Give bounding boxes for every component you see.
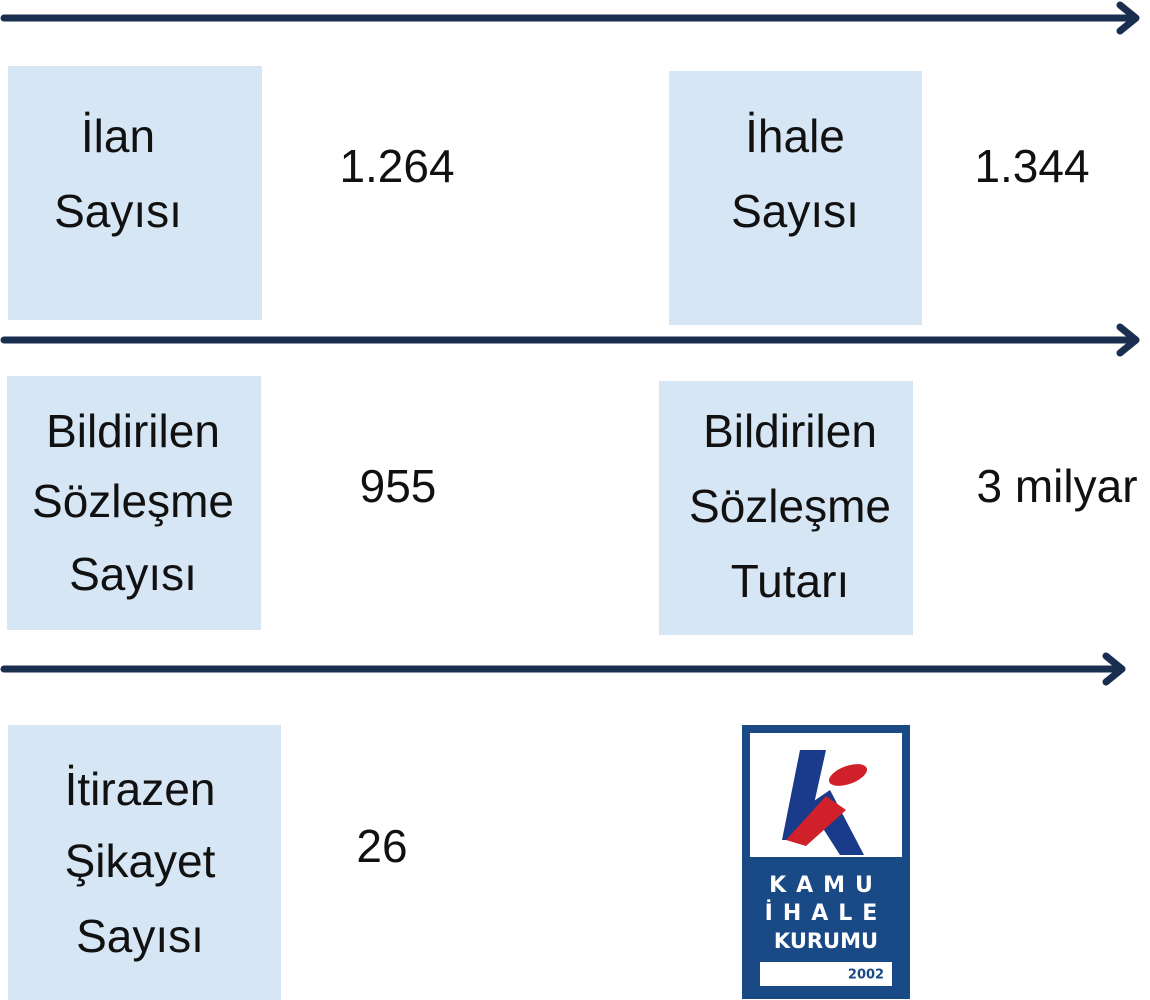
label-line: Bildirilen — [46, 405, 220, 457]
value: 1.264 — [339, 140, 454, 192]
label-line: Sayısı — [76, 910, 204, 962]
logo-line: KAMU — [769, 873, 883, 898]
label-line: İhale — [745, 110, 845, 162]
arrow — [0, 323, 1140, 357]
label-line: İtirazen — [65, 763, 216, 815]
value: 1.344 — [974, 140, 1089, 192]
label-line: Sayısı — [69, 548, 197, 600]
label-line: Sözleşme — [689, 480, 891, 532]
label-line: Tutarı — [731, 555, 849, 607]
arrow — [0, 1, 1140, 35]
label-box — [669, 71, 922, 325]
label-box — [8, 66, 262, 320]
value: 955 — [360, 460, 437, 512]
label-line: Bildirilen — [703, 405, 877, 457]
label-box — [8, 725, 281, 1000]
label-line: İlan — [81, 110, 155, 162]
label-line: Sayısı — [731, 185, 859, 237]
label-box — [7, 376, 261, 630]
label-line: Sözleşme — [32, 475, 234, 527]
logo-line: KURUMU — [774, 929, 878, 953]
logo-year: 2002 — [848, 968, 884, 983]
value: 26 — [356, 820, 407, 872]
label-box — [659, 381, 913, 635]
label-line: Sayısı — [54, 185, 182, 237]
label-line: Şikayet — [65, 835, 216, 887]
logo-line: İHALE — [765, 900, 888, 926]
value: 3 milyar — [976, 460, 1137, 512]
arrow — [0, 652, 1126, 686]
